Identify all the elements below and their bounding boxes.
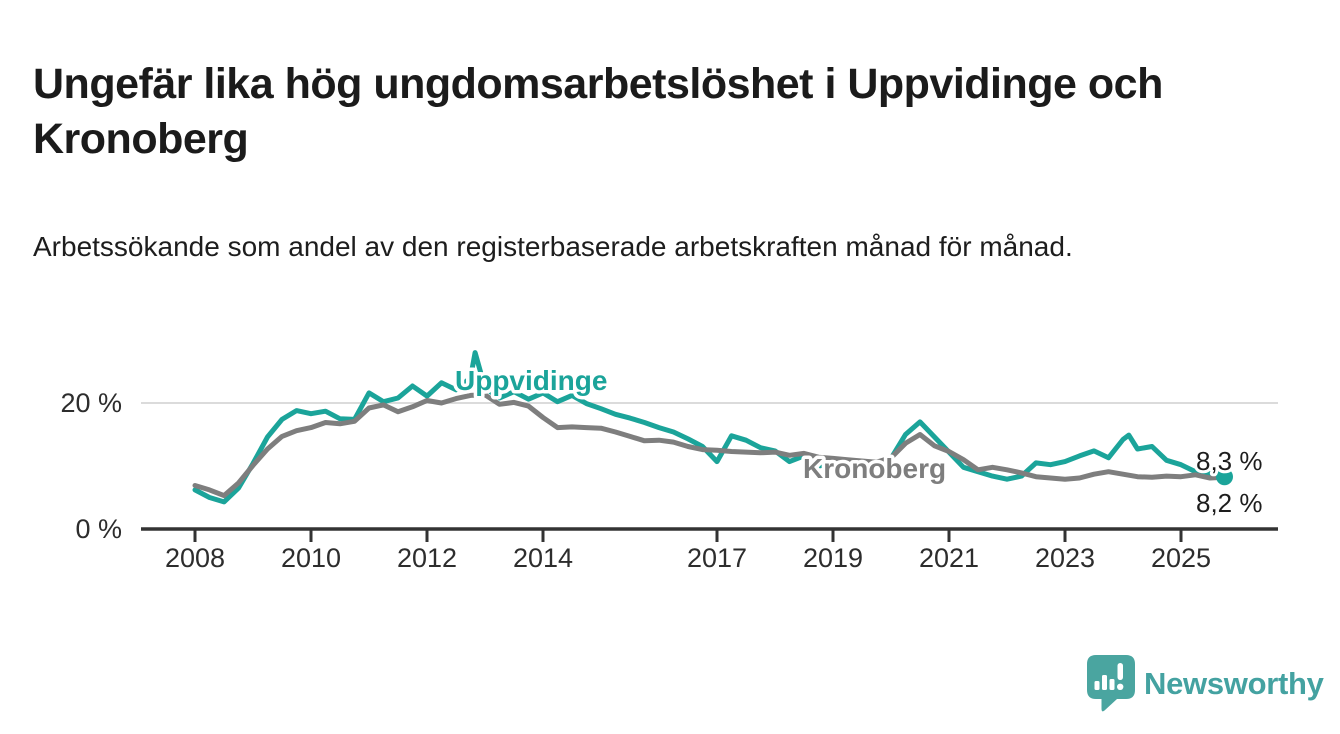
x-tick-label-2023: 2023 bbox=[1035, 543, 1095, 573]
y-tick-label-0: 0 % bbox=[75, 514, 122, 544]
series-end-value-uppvidinge: 8,3 % bbox=[1196, 446, 1263, 476]
brand-name: Newsworthy bbox=[1144, 666, 1324, 701]
y-tick-label-20: 20 % bbox=[60, 388, 122, 418]
chart-subtitle: Arbetssökande som andel av den registerb… bbox=[33, 231, 1073, 262]
x-tick-label-2008: 2008 bbox=[165, 543, 225, 573]
x-tick-label-2017: 2017 bbox=[687, 543, 747, 573]
logo-bar-1 bbox=[1094, 681, 1100, 690]
newsworthy-logo-icon bbox=[1087, 655, 1135, 712]
series-line-uppvidinge bbox=[192, 350, 1227, 505]
series-end-value-kronoberg: 8,2 % bbox=[1196, 488, 1263, 518]
series-end-dot-uppvidinge bbox=[1216, 468, 1233, 486]
newsworthy-logo: Newsworthy bbox=[1087, 655, 1324, 713]
logo-exclamation-bar bbox=[1117, 663, 1123, 680]
x-tick-label-2012: 2012 bbox=[397, 543, 457, 573]
x-tick-label-2019: 2019 bbox=[803, 543, 863, 573]
series-label-kronoberg: Kronoberg bbox=[803, 453, 946, 484]
series-label-uppvidinge: Uppvidinge bbox=[455, 365, 607, 396]
x-tick-label-2010: 2010 bbox=[281, 543, 341, 573]
series-line-kronoberg bbox=[192, 392, 1227, 499]
logo-bar-2 bbox=[1102, 675, 1107, 690]
page-title: Ungefär lika hög ungdomsarbetslöshet i U… bbox=[33, 59, 1163, 163]
logo-exclamation-dot bbox=[1117, 683, 1124, 690]
x-tick-label-2025: 2025 bbox=[1151, 543, 1211, 573]
x-tick-label-2014: 2014 bbox=[513, 543, 573, 573]
x-tick-label-2021: 2021 bbox=[919, 543, 979, 573]
logo-bar-3 bbox=[1109, 679, 1115, 690]
